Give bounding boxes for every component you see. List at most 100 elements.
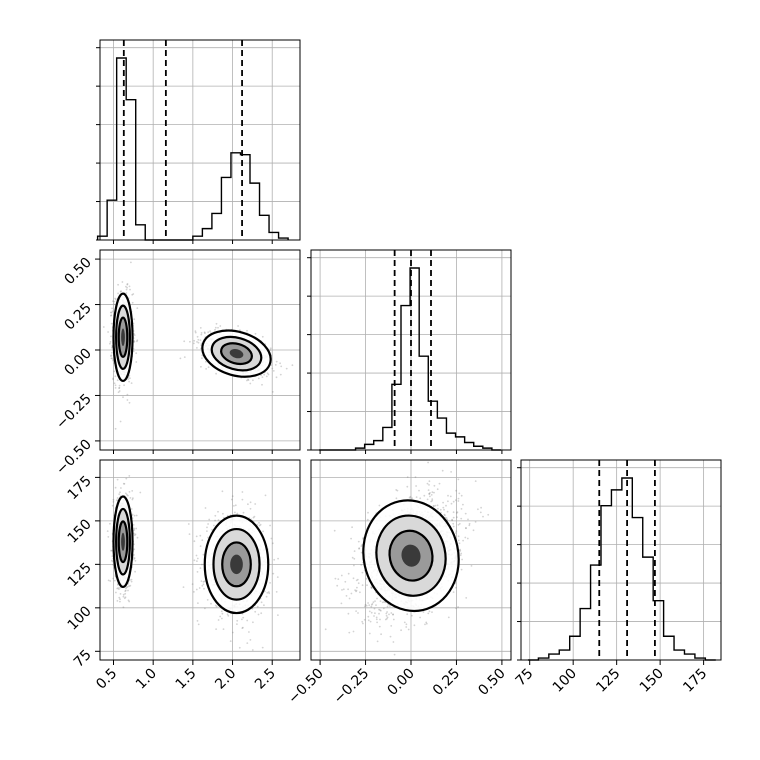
sample-point bbox=[135, 361, 138, 363]
sample-point bbox=[217, 619, 220, 621]
sample-point bbox=[427, 612, 430, 615]
sample-point bbox=[436, 488, 439, 491]
sample-point bbox=[462, 503, 464, 506]
sample-point bbox=[361, 584, 364, 587]
sample-point bbox=[363, 605, 366, 608]
sample-point bbox=[122, 606, 125, 609]
sample-point bbox=[119, 290, 122, 293]
sample-point bbox=[368, 632, 371, 635]
sample-point bbox=[210, 602, 212, 605]
sample-point bbox=[392, 613, 394, 616]
sample-point bbox=[110, 549, 112, 552]
sample-point bbox=[109, 342, 111, 345]
sample-point bbox=[392, 613, 394, 616]
sample-point bbox=[193, 342, 195, 345]
sample-point bbox=[389, 605, 391, 607]
sample-point bbox=[371, 603, 374, 605]
sample-point bbox=[487, 513, 490, 516]
sample-point bbox=[458, 542, 461, 545]
contour-level-3 bbox=[121, 328, 125, 347]
sample-point bbox=[459, 548, 461, 551]
sample-point bbox=[247, 378, 249, 381]
sample-point bbox=[217, 519, 220, 521]
sample-point bbox=[426, 482, 429, 485]
sample-point bbox=[370, 586, 373, 589]
sample-point bbox=[384, 618, 387, 621]
sample-point bbox=[110, 314, 112, 317]
sample-point bbox=[200, 365, 202, 368]
sample-point bbox=[269, 582, 271, 584]
sample-point bbox=[468, 524, 471, 527]
sample-point bbox=[363, 618, 366, 621]
sample-point bbox=[246, 642, 249, 644]
sample-point bbox=[385, 614, 388, 617]
density-panel-p1_p2 bbox=[310, 459, 512, 661]
sample-point bbox=[217, 326, 219, 329]
sample-point bbox=[374, 600, 376, 602]
sample-point bbox=[118, 386, 121, 389]
sample-point bbox=[370, 611, 373, 614]
sample-point bbox=[127, 378, 130, 380]
sample-point bbox=[236, 623, 238, 625]
sample-point bbox=[457, 478, 460, 481]
sample-point bbox=[188, 533, 191, 535]
sample-point bbox=[247, 503, 249, 506]
sample-point bbox=[110, 311, 113, 314]
sample-point bbox=[395, 489, 398, 491]
sample-point bbox=[455, 530, 458, 532]
sample-point bbox=[194, 331, 197, 334]
sample-point bbox=[230, 498, 233, 501]
sample-point bbox=[207, 523, 210, 525]
sample-point bbox=[127, 599, 130, 602]
sample-point bbox=[196, 341, 198, 343]
sample-point bbox=[470, 565, 473, 567]
sample-point bbox=[110, 355, 112, 358]
sample-point bbox=[425, 621, 428, 624]
sample-point bbox=[291, 364, 294, 367]
sample-point bbox=[119, 420, 122, 423]
sample-point bbox=[124, 590, 127, 592]
sample-point bbox=[254, 503, 257, 505]
sample-point bbox=[196, 571, 199, 573]
sample-point bbox=[102, 326, 105, 328]
sample-point bbox=[199, 545, 202, 547]
sample-point bbox=[265, 595, 268, 598]
sample-point bbox=[130, 508, 133, 510]
sample-point bbox=[200, 332, 203, 334]
sample-point bbox=[133, 514, 136, 517]
sample-point bbox=[193, 591, 195, 593]
sample-point bbox=[249, 501, 252, 504]
sample-point bbox=[128, 401, 131, 404]
contour-level-3 bbox=[121, 532, 125, 551]
sample-point bbox=[261, 383, 263, 386]
sample-point bbox=[350, 592, 353, 595]
sample-point bbox=[229, 640, 232, 642]
sample-point bbox=[277, 614, 279, 616]
sample-point bbox=[334, 577, 337, 580]
sample-point bbox=[128, 475, 131, 477]
sample-point bbox=[111, 504, 114, 507]
sample-point bbox=[455, 489, 457, 492]
sample-point bbox=[467, 518, 469, 521]
sample-point bbox=[457, 523, 460, 526]
sample-point bbox=[215, 628, 218, 630]
sample-point bbox=[360, 551, 363, 554]
sample-point bbox=[451, 518, 453, 521]
sample-point bbox=[112, 498, 115, 501]
sample-point bbox=[200, 333, 203, 336]
sample-point bbox=[381, 601, 384, 604]
sample-point bbox=[106, 530, 109, 532]
sample-point bbox=[125, 587, 127, 590]
sample-point bbox=[128, 585, 130, 588]
sample-point bbox=[239, 329, 241, 331]
sample-point bbox=[200, 580, 203, 582]
sample-point bbox=[205, 368, 208, 370]
sample-point bbox=[275, 360, 278, 363]
sample-point bbox=[351, 526, 353, 529]
sample-point bbox=[113, 370, 116, 373]
sample-point bbox=[266, 591, 269, 594]
sample-point bbox=[214, 328, 216, 331]
sample-point bbox=[111, 346, 113, 349]
sample-point bbox=[128, 600, 131, 603]
sample-point bbox=[132, 350, 135, 353]
